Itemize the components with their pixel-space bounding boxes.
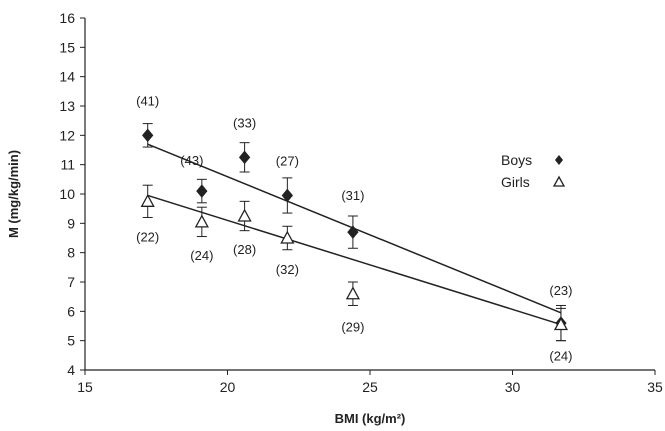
- girls-sample-size-label: (24): [549, 349, 572, 364]
- legend-boys-marker: [555, 155, 563, 165]
- y-tick-label: 15: [59, 39, 75, 55]
- data-markers: [140, 128, 569, 331]
- y-tick-label: 8: [67, 245, 75, 261]
- boys-sample-size-label: (23): [549, 283, 572, 298]
- legend-label: Girls: [501, 174, 530, 190]
- boys-marker: [238, 150, 251, 165]
- legend: Boys Girls: [501, 152, 566, 190]
- boys-sample-size-label: (33): [233, 115, 256, 130]
- y-tick-label: 4: [67, 362, 75, 378]
- girls-sample-size-label: (29): [341, 320, 364, 335]
- girls-sample-size-label: (22): [136, 229, 159, 244]
- x-tick-label: 35: [647, 379, 663, 395]
- y-tick-label: 6: [67, 303, 75, 319]
- y-axis-label: M (mg/kg/min): [6, 150, 21, 238]
- x-tick-label: 20: [220, 379, 236, 395]
- y-tick-label: 11: [60, 157, 75, 173]
- girls-sample-size-label: (24): [190, 248, 213, 263]
- girls-sample-size-label: (28): [233, 242, 256, 257]
- girls-marker: [140, 193, 155, 207]
- y-tick-label: 16: [59, 10, 75, 26]
- x-tick-label: 15: [77, 379, 93, 395]
- girls-marker: [280, 230, 295, 244]
- x-tick-label: 25: [362, 379, 378, 395]
- girls-marker: [345, 286, 360, 300]
- boys-sample-size-label: (43): [180, 153, 203, 168]
- y-tick-label: 5: [67, 333, 75, 349]
- boys-marker: [281, 188, 294, 203]
- girls-sample-size-label: (32): [276, 262, 299, 277]
- boys-sample-size-label: (31): [341, 188, 364, 203]
- boys-marker: [142, 128, 154, 143]
- axis-ticks: 15 20 25 30 35 4 5 6 7 8 9 10 11 12 13 14 15 16: [59, 10, 663, 395]
- y-tick-label: 10: [59, 186, 75, 202]
- legend-label: Boys: [501, 152, 532, 168]
- girls-marker: [194, 214, 209, 228]
- girls-trend-line: [147, 194, 562, 326]
- y-tick-label: 7: [67, 274, 75, 290]
- y-tick-label: 12: [59, 127, 75, 143]
- sample-size-labels: (41) (43) (33) (27) (31) (23) (22) (24) (28) (32)…: [136, 93, 572, 363]
- x-tick-label: 30: [505, 379, 521, 395]
- boys-sample-size-label: (27): [276, 153, 299, 168]
- boys-marker: [347, 225, 359, 239]
- y-tick-label: 9: [67, 215, 75, 231]
- y-tick-label: 14: [59, 69, 75, 85]
- legend-girls-marker: [552, 175, 566, 187]
- boys-sample-size-label: (41): [136, 93, 159, 108]
- y-tick-label: 13: [59, 98, 75, 114]
- girls-marker: [553, 317, 569, 331]
- x-axis-label: BMI (kg/m²): [335, 411, 406, 426]
- boys-marker: [196, 184, 208, 198]
- axes: [84, 18, 655, 371]
- girls-marker: [237, 208, 252, 222]
